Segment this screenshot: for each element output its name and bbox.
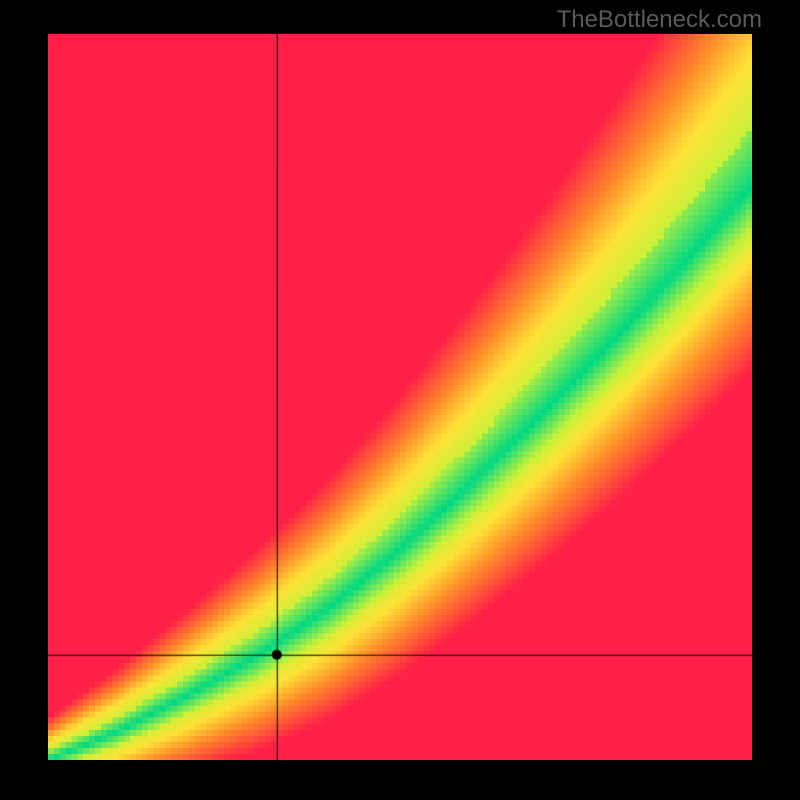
watermark-text: TheBottleneck.com bbox=[557, 6, 762, 34]
crosshair-overlay bbox=[48, 34, 752, 760]
chart-container: TheBottleneck.com bbox=[0, 0, 800, 800]
